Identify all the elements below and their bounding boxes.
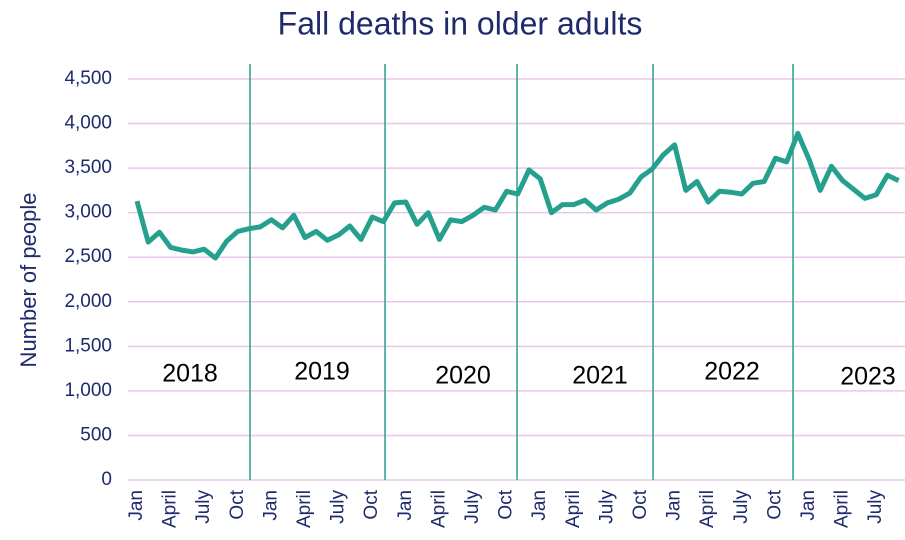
y-tick-label: 500 <box>80 424 112 445</box>
y-tick-label: 3,000 <box>64 202 112 223</box>
x-tick-label: July <box>193 490 214 524</box>
line-series <box>134 130 900 261</box>
y-tick-label: 2,500 <box>64 246 112 267</box>
y-tick-label: 4,000 <box>64 113 112 134</box>
year-label: 2019 <box>294 358 350 386</box>
y-axis-title: Number of people <box>16 193 41 368</box>
year-label: 2021 <box>572 362 628 390</box>
x-tick-label: July <box>462 490 483 524</box>
x-tick-label: Jan <box>798 490 819 521</box>
x-tick-label: Oct <box>496 489 517 519</box>
year-label: 2020 <box>435 362 491 390</box>
x-tick-label: Oct <box>630 489 651 519</box>
x-tick-label: July <box>328 490 349 524</box>
year-label: 2018 <box>162 360 218 388</box>
chart-title: Fall deaths in older adults <box>278 5 643 41</box>
x-tick-label: July <box>865 490 886 524</box>
x-tick-label: April <box>832 490 853 528</box>
y-tick-label: 4,500 <box>64 68 112 89</box>
x-tick-label: April <box>294 490 315 528</box>
x-tick-label: April <box>697 490 718 528</box>
x-tick-label: April <box>563 490 584 528</box>
year-label: 2023 <box>840 363 896 391</box>
y-tick-label: 0 <box>101 469 112 490</box>
y-tick-label: 2,000 <box>64 291 112 312</box>
year-label: 2022 <box>704 358 760 386</box>
x-tick-label: July <box>731 490 752 524</box>
x-tick-label: April <box>160 490 181 528</box>
x-tick-label: Jan <box>664 490 685 521</box>
x-tick-label: Oct <box>227 489 248 519</box>
x-tick-label: Jan <box>529 490 550 521</box>
x-tick-label: Oct <box>764 489 785 519</box>
x-tick-label: Jan <box>260 490 281 521</box>
x-tick-label: April <box>428 490 449 528</box>
y-tick-label: 1,500 <box>64 335 112 356</box>
y-tick-label: 1,000 <box>64 380 112 401</box>
y-tick-label: 3,500 <box>64 157 112 178</box>
x-tick-label: Oct <box>361 489 382 519</box>
x-tick-label: Jan <box>126 490 147 521</box>
x-tick-label: Jan <box>395 490 416 521</box>
x-tick-label: July <box>596 490 617 524</box>
